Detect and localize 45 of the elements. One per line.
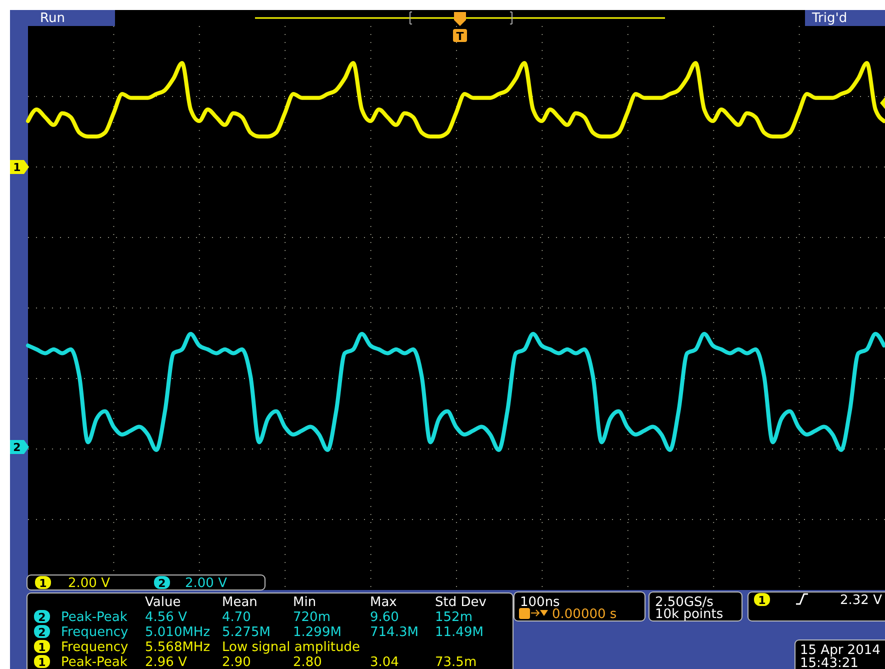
text: 1.299M: [293, 625, 342, 640]
text: 3.04: [370, 655, 399, 669]
text: Low signal amplitude: [222, 640, 360, 655]
text: Value: [145, 595, 181, 610]
text: 1: [13, 161, 21, 174]
legend-label: 2: [38, 626, 46, 639]
text: 5.010MHz: [145, 625, 210, 640]
text: 73.5m: [435, 655, 477, 669]
text: 1: [39, 577, 47, 590]
text: 2.00 V: [68, 576, 110, 591]
legend-label: 1: [38, 656, 46, 669]
text: 0.00000 s: [552, 607, 617, 622]
text: Mean: [222, 595, 258, 610]
text: 2.00 V: [185, 576, 228, 591]
text: 5.275M: [222, 625, 270, 640]
text: 15 Apr 2014: [800, 643, 880, 658]
text: Max: [370, 595, 398, 610]
text: 4.70: [222, 610, 251, 625]
text: 2: [13, 441, 21, 454]
text: Std Dev: [435, 595, 487, 610]
text: 15:43:21: [800, 656, 858, 669]
text: 2: [38, 611, 46, 624]
text: Min: [293, 595, 316, 610]
text: 5.568MHz: [145, 640, 210, 655]
text: 152m: [435, 610, 472, 625]
text: 4.56 V: [145, 610, 188, 625]
text: 2: [158, 577, 166, 590]
text: 10k points: [655, 607, 724, 622]
text: 2.96 V: [145, 655, 188, 669]
text: Run: [40, 11, 65, 26]
text: Trig'd: [811, 11, 848, 26]
text: Peak-Peak: [61, 610, 128, 625]
text: 2.32 V: [840, 593, 882, 608]
text: 1: [758, 594, 766, 607]
text: 1: [38, 641, 46, 654]
text: 2.80: [293, 655, 322, 669]
text: 720m: [293, 610, 330, 625]
text: 9.60: [370, 610, 399, 625]
text: 11.49M: [435, 625, 484, 640]
text: Frequency: [61, 625, 128, 640]
text: 714.3M: [370, 625, 418, 640]
text: 2.90: [222, 655, 251, 669]
text: T: [456, 30, 464, 43]
text: Frequency: [61, 640, 128, 655]
text: Peak-Peak: [61, 655, 128, 669]
